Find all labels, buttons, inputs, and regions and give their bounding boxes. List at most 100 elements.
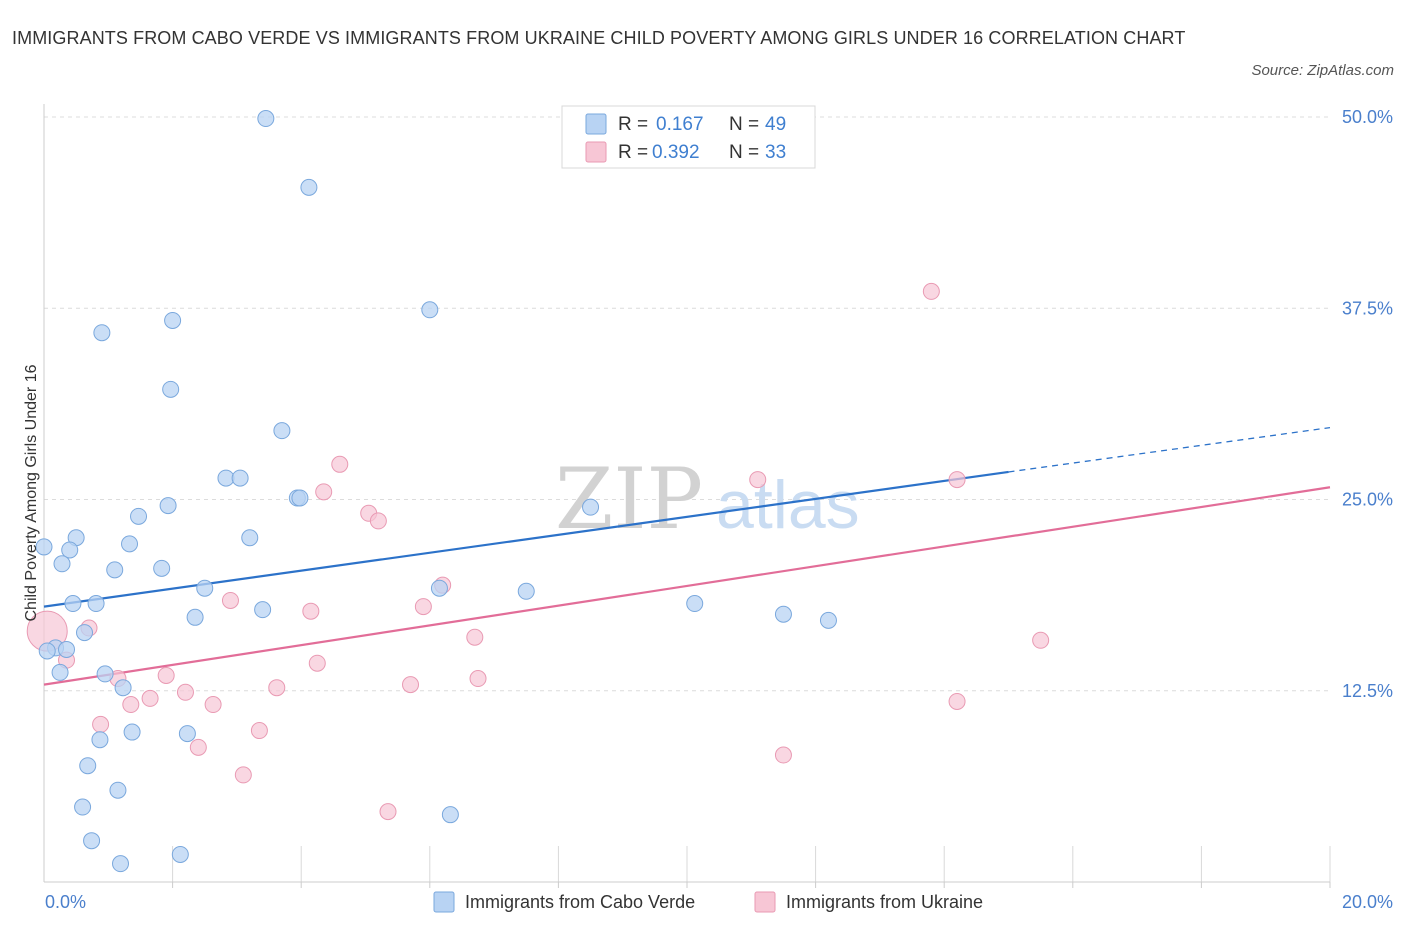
cabo-verde-point	[273, 422, 291, 440]
cabo-verde-point	[109, 781, 127, 799]
stats-n-label-2: N =	[729, 142, 759, 163]
stats-r-label-2: R =	[618, 142, 648, 163]
y-tick-label: 25.0%	[1342, 490, 1393, 510]
cabo-verde-point	[421, 301, 439, 319]
cabo-verde-point	[517, 582, 535, 600]
legend-label-ukraine: Immigrants from Ukraine	[786, 892, 983, 912]
watermark: ZIP atlas	[555, 450, 860, 548]
stats-r-value-1: 0.167	[656, 114, 704, 135]
ukraine-point	[268, 679, 286, 697]
ukraine-point	[92, 715, 110, 733]
cabo-verde-point	[257, 110, 275, 128]
chart-title: IMMIGRANTS FROM CABO VERDE VS IMMIGRANTS…	[12, 28, 1186, 48]
stats-box: R = 0.167 N = 49 R = 0.392 N = 33	[561, 105, 816, 169]
ukraine-point	[176, 683, 194, 701]
ukraine-point	[414, 598, 432, 616]
stats-n-value-1: 49	[765, 114, 786, 135]
cabo-verde-point	[159, 497, 177, 515]
ukraine-point	[402, 676, 420, 694]
cabo-verde-point	[686, 595, 704, 613]
cabo-verde-point	[231, 469, 249, 487]
legend-swatch-cabo-verde	[433, 891, 455, 913]
legend-label-cabo-verde: Immigrants from Cabo Verde	[465, 892, 695, 912]
cabo-verde-point	[441, 806, 459, 824]
cabo-verde-point	[217, 469, 235, 487]
trend-line-ukraine	[43, 486, 1331, 686]
ukraine-point	[466, 628, 484, 646]
cabo-verde-point	[254, 601, 272, 619]
cabo-verde-point	[186, 608, 204, 626]
cabo-verde-point	[130, 507, 148, 525]
y-tick-labels: 12.5% 25.0% 37.5% 50.0%	[1342, 107, 1393, 701]
axes	[43, 104, 1330, 883]
cabo-verde-point	[87, 595, 105, 613]
cabo-verde-point	[79, 757, 97, 775]
ukraine-point	[234, 766, 252, 784]
stats-n-label-1: N =	[729, 114, 759, 135]
stats-r-value-2: 0.392	[652, 142, 700, 163]
ukraine-point	[250, 722, 268, 740]
ukraine-points	[26, 282, 1050, 821]
x-tick-label: 0.0%	[45, 892, 86, 912]
cabo-verde-point	[171, 845, 189, 863]
cabo-verde-point	[162, 380, 180, 398]
cabo-verde-point	[91, 731, 109, 749]
ukraine-point	[948, 692, 966, 710]
cabo-verde-point	[112, 855, 130, 873]
ukraine-point	[221, 591, 239, 609]
cabo-verde-point	[76, 624, 94, 642]
cabo-verde-point	[96, 665, 114, 683]
ukraine-point	[749, 471, 767, 489]
cabo-verde-point	[121, 535, 139, 553]
cabo-verde-point	[196, 579, 214, 597]
cabo-verde-point	[35, 538, 53, 556]
cabo-verde-point	[241, 529, 259, 547]
x-tick-label: 20.0%	[1342, 892, 1393, 912]
ukraine-point	[379, 803, 397, 821]
ukraine-point	[157, 666, 175, 684]
stats-r-label-1: R =	[618, 114, 648, 135]
cabo-verde-point	[83, 832, 101, 850]
x-tick-labels: 0.0% 20.0%	[45, 892, 1393, 912]
cabo-verde-point	[819, 611, 837, 629]
cabo-verde-point	[51, 663, 69, 681]
ukraine-point	[308, 654, 326, 672]
y-tick-label: 37.5%	[1342, 298, 1393, 318]
cabo-verde-point	[153, 559, 171, 577]
trend-line-cabo-verde-extension	[1008, 426, 1331, 473]
source-label: Source: ZipAtlas.com	[1251, 62, 1394, 79]
ukraine-point	[948, 471, 966, 489]
ukraine-point	[922, 282, 940, 300]
cabo-verde-point	[58, 640, 76, 658]
y-tick-label: 12.5%	[1342, 681, 1393, 701]
ukraine-point	[189, 738, 207, 756]
legend: Immigrants from Cabo Verde Immigrants fr…	[433, 891, 983, 913]
cabo-verde-point	[61, 541, 79, 559]
watermark-atlas: atlas	[716, 467, 860, 543]
cabo-verde-point	[123, 723, 141, 741]
ukraine-point	[331, 455, 349, 473]
ukraine-point	[204, 696, 222, 714]
ukraine-point	[141, 689, 159, 707]
cabo-verde-point	[64, 595, 82, 613]
y-axis-label: Child Poverty Among Girls Under 16	[23, 364, 40, 621]
cabo-verde-point	[774, 605, 792, 623]
cabo-verde-point	[178, 725, 196, 743]
cabo-verde-point	[114, 679, 132, 697]
cabo-verde-point	[53, 555, 71, 573]
ukraine-point	[302, 602, 320, 620]
ukraine-point	[469, 670, 487, 688]
y-tick-label: 50.0%	[1342, 107, 1393, 127]
stats-swatch-cabo-verde	[585, 113, 607, 135]
watermark-zip: ZIP	[555, 450, 703, 548]
cabo-verde-point	[74, 798, 92, 816]
cabo-verde-point	[582, 498, 600, 516]
cabo-verde-point	[430, 579, 448, 597]
ukraine-point	[369, 512, 387, 530]
ukraine-point	[774, 746, 792, 764]
ukraine-point	[315, 483, 333, 501]
ukraine-point	[122, 696, 140, 714]
stats-n-value-2: 33	[765, 142, 786, 163]
cabo-verde-point	[291, 489, 309, 507]
